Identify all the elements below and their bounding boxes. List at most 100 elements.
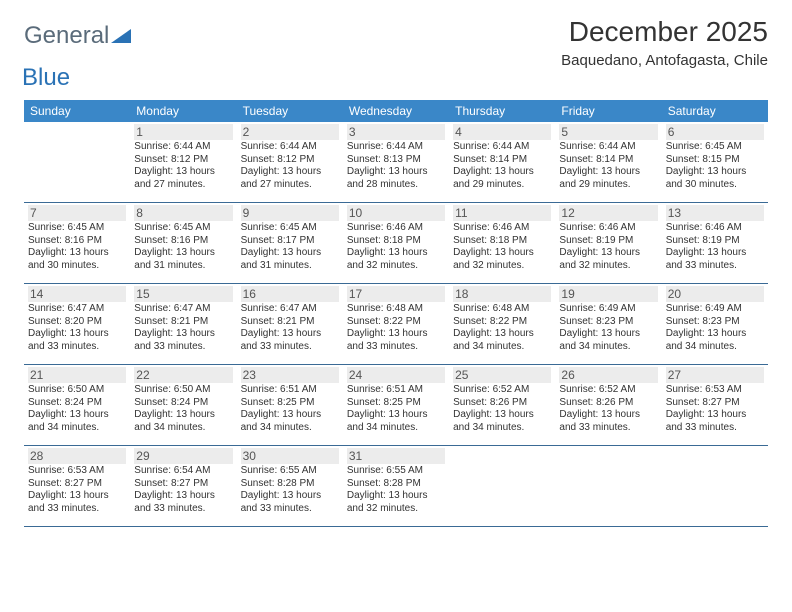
- day-info: Sunrise: 6:45 AMSunset: 8:17 PMDaylight:…: [241, 222, 339, 272]
- dow-header-thursday: Thursday: [449, 100, 555, 122]
- sunset-text: Sunset: 8:19 PM: [666, 235, 764, 248]
- week-row: 21Sunrise: 6:50 AMSunset: 8:24 PMDayligh…: [24, 365, 768, 446]
- day-info: Sunrise: 6:44 AMSunset: 8:12 PMDaylight:…: [241, 141, 339, 191]
- day-info: Sunrise: 6:55 AMSunset: 8:28 PMDaylight:…: [241, 465, 339, 515]
- sunset-text: Sunset: 8:28 PM: [347, 478, 445, 491]
- day-number: [559, 448, 657, 450]
- sunrise-text: Sunrise: 6:49 AM: [559, 303, 657, 316]
- daylight-text: Daylight: 13 hours and 34 minutes.: [134, 409, 232, 434]
- day-number: 16: [241, 286, 339, 302]
- daylight-text: Daylight: 13 hours and 31 minutes.: [241, 247, 339, 272]
- day-info: Sunrise: 6:53 AMSunset: 8:27 PMDaylight:…: [666, 384, 764, 434]
- sunrise-text: Sunrise: 6:45 AM: [241, 222, 339, 235]
- sunrise-text: Sunrise: 6:44 AM: [134, 141, 232, 154]
- day-cell: 2Sunrise: 6:44 AMSunset: 8:12 PMDaylight…: [237, 122, 343, 202]
- daylight-text: Daylight: 13 hours and 33 minutes.: [559, 409, 657, 434]
- day-number: 13: [666, 205, 764, 221]
- day-info: Sunrise: 6:54 AMSunset: 8:27 PMDaylight:…: [134, 465, 232, 515]
- day-cell: 20Sunrise: 6:49 AMSunset: 8:23 PMDayligh…: [662, 284, 768, 364]
- sunrise-text: Sunrise: 6:46 AM: [453, 222, 551, 235]
- day-number: 19: [559, 286, 657, 302]
- daylight-text: Daylight: 13 hours and 32 minutes.: [347, 247, 445, 272]
- sunset-text: Sunset: 8:16 PM: [28, 235, 126, 248]
- day-info: Sunrise: 6:45 AMSunset: 8:16 PMDaylight:…: [134, 222, 232, 272]
- daylight-text: Daylight: 13 hours and 34 minutes.: [453, 328, 551, 353]
- day-info: Sunrise: 6:50 AMSunset: 8:24 PMDaylight:…: [134, 384, 232, 434]
- sunrise-text: Sunrise: 6:52 AM: [559, 384, 657, 397]
- sunrise-text: Sunrise: 6:44 AM: [453, 141, 551, 154]
- day-cell: 25Sunrise: 6:52 AMSunset: 8:26 PMDayligh…: [449, 365, 555, 445]
- day-info: Sunrise: 6:44 AMSunset: 8:14 PMDaylight:…: [559, 141, 657, 191]
- day-number: 18: [453, 286, 551, 302]
- day-number: 12: [559, 205, 657, 221]
- day-cell: 12Sunrise: 6:46 AMSunset: 8:19 PMDayligh…: [555, 203, 661, 283]
- sunset-text: Sunset: 8:15 PM: [666, 154, 764, 167]
- day-number: 15: [134, 286, 232, 302]
- logo-word-general: General: [24, 22, 109, 49]
- sunrise-text: Sunrise: 6:51 AM: [347, 384, 445, 397]
- dow-header-wednesday: Wednesday: [343, 100, 449, 122]
- sunrise-text: Sunrise: 6:50 AM: [134, 384, 232, 397]
- sunset-text: Sunset: 8:21 PM: [134, 316, 232, 329]
- day-info: Sunrise: 6:52 AMSunset: 8:26 PMDaylight:…: [559, 384, 657, 434]
- daylight-text: Daylight: 13 hours and 33 minutes.: [347, 328, 445, 353]
- daylight-text: Daylight: 13 hours and 34 minutes.: [453, 409, 551, 434]
- dow-header-tuesday: Tuesday: [237, 100, 343, 122]
- day-cell: 4Sunrise: 6:44 AMSunset: 8:14 PMDaylight…: [449, 122, 555, 202]
- sunrise-text: Sunrise: 6:45 AM: [666, 141, 764, 154]
- day-info: Sunrise: 6:44 AMSunset: 8:13 PMDaylight:…: [347, 141, 445, 191]
- day-cell: 10Sunrise: 6:46 AMSunset: 8:18 PMDayligh…: [343, 203, 449, 283]
- day-cell: 13Sunrise: 6:46 AMSunset: 8:19 PMDayligh…: [662, 203, 768, 283]
- day-info: Sunrise: 6:55 AMSunset: 8:28 PMDaylight:…: [347, 465, 445, 515]
- day-number: 1: [134, 124, 232, 140]
- calendar-grid: SundayMondayTuesdayWednesdayThursdayFrid…: [24, 100, 768, 527]
- daylight-text: Daylight: 13 hours and 34 minutes.: [241, 409, 339, 434]
- day-number: 3: [347, 124, 445, 140]
- sunrise-text: Sunrise: 6:46 AM: [347, 222, 445, 235]
- day-number: 29: [134, 448, 232, 464]
- day-info: Sunrise: 6:48 AMSunset: 8:22 PMDaylight:…: [453, 303, 551, 353]
- sunset-text: Sunset: 8:25 PM: [347, 397, 445, 410]
- sunset-text: Sunset: 8:26 PM: [453, 397, 551, 410]
- day-cell: [449, 446, 555, 526]
- day-cell: 16Sunrise: 6:47 AMSunset: 8:21 PMDayligh…: [237, 284, 343, 364]
- sunset-text: Sunset: 8:18 PM: [453, 235, 551, 248]
- sunset-text: Sunset: 8:23 PM: [666, 316, 764, 329]
- daylight-text: Daylight: 13 hours and 28 minutes.: [347, 166, 445, 191]
- day-number: 20: [666, 286, 764, 302]
- day-cell: 27Sunrise: 6:53 AMSunset: 8:27 PMDayligh…: [662, 365, 768, 445]
- daylight-text: Daylight: 13 hours and 33 minutes.: [28, 328, 126, 353]
- day-cell: 7Sunrise: 6:45 AMSunset: 8:16 PMDaylight…: [24, 203, 130, 283]
- day-number: 4: [453, 124, 551, 140]
- day-number: 14: [28, 286, 126, 302]
- day-cell: 1Sunrise: 6:44 AMSunset: 8:12 PMDaylight…: [130, 122, 236, 202]
- sunset-text: Sunset: 8:26 PM: [559, 397, 657, 410]
- daylight-text: Daylight: 13 hours and 34 minutes.: [559, 328, 657, 353]
- sunset-text: Sunset: 8:28 PM: [241, 478, 339, 491]
- day-cell: 22Sunrise: 6:50 AMSunset: 8:24 PMDayligh…: [130, 365, 236, 445]
- day-number: 23: [241, 367, 339, 383]
- sunset-text: Sunset: 8:12 PM: [241, 154, 339, 167]
- daylight-text: Daylight: 13 hours and 30 minutes.: [666, 166, 764, 191]
- daylight-text: Daylight: 13 hours and 33 minutes.: [241, 490, 339, 515]
- day-number: 28: [28, 448, 126, 464]
- day-info: Sunrise: 6:47 AMSunset: 8:20 PMDaylight:…: [28, 303, 126, 353]
- sunrise-text: Sunrise: 6:47 AM: [28, 303, 126, 316]
- day-cell: 5Sunrise: 6:44 AMSunset: 8:14 PMDaylight…: [555, 122, 661, 202]
- day-number: [453, 448, 551, 450]
- day-number: 8: [134, 205, 232, 221]
- dow-header-saturday: Saturday: [662, 100, 768, 122]
- day-info: Sunrise: 6:45 AMSunset: 8:15 PMDaylight:…: [666, 141, 764, 191]
- sunset-text: Sunset: 8:18 PM: [347, 235, 445, 248]
- day-number: 27: [666, 367, 764, 383]
- sunrise-text: Sunrise: 6:53 AM: [28, 465, 126, 478]
- day-cell: 21Sunrise: 6:50 AMSunset: 8:24 PMDayligh…: [24, 365, 130, 445]
- day-cell: 8Sunrise: 6:45 AMSunset: 8:16 PMDaylight…: [130, 203, 236, 283]
- sunrise-text: Sunrise: 6:51 AM: [241, 384, 339, 397]
- sunrise-text: Sunrise: 6:46 AM: [559, 222, 657, 235]
- day-number: 30: [241, 448, 339, 464]
- logo-triangle-icon: [111, 29, 131, 43]
- calendar-page: General Blue December 2025 Baquedano, An…: [0, 0, 792, 543]
- day-number: 9: [241, 205, 339, 221]
- day-number: 2: [241, 124, 339, 140]
